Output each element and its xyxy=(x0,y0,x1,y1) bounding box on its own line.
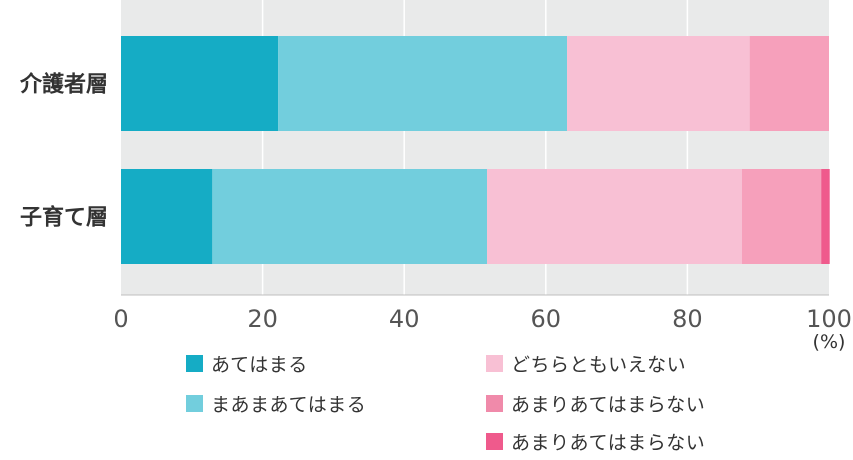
x-tick-label: 40 xyxy=(389,305,420,333)
bar-segment xyxy=(121,169,213,264)
x-tick-label: 100 xyxy=(806,305,852,333)
bar-segment xyxy=(212,169,488,264)
x-tick-label: 80 xyxy=(672,305,703,333)
x-tick-label: 20 xyxy=(247,305,278,333)
x-tick-label: 0 xyxy=(113,305,128,333)
bar-segment xyxy=(121,36,279,131)
category-label: 介護者層 xyxy=(19,72,108,98)
bar-segment xyxy=(487,169,742,264)
x-tick-label: 60 xyxy=(531,305,562,333)
bars xyxy=(121,36,830,264)
bar-segment xyxy=(821,169,830,264)
bar-segment xyxy=(741,169,822,264)
unit-label: (%) xyxy=(813,331,846,353)
x-tick-labels: 0 20 40 60 80 100 xyxy=(113,305,852,333)
bar-segment xyxy=(749,36,829,131)
bar-segment xyxy=(278,36,568,131)
category-label: 子育て層 xyxy=(20,205,108,231)
bar-segment xyxy=(567,36,750,131)
